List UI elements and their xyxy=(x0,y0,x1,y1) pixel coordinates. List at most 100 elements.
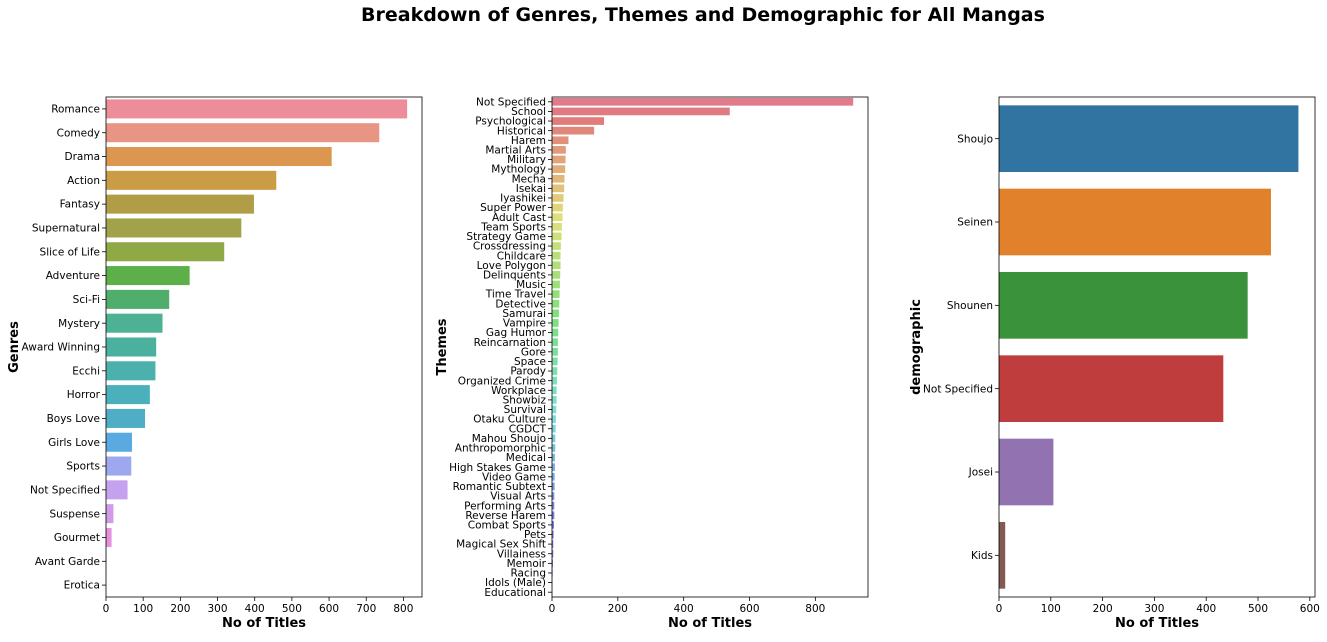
bar-delinquents xyxy=(552,271,560,279)
y-tick-label: Sports xyxy=(66,461,100,473)
bar-high-stakes-game xyxy=(552,463,555,471)
y-axis-label: demographic xyxy=(909,299,924,395)
bar-medical xyxy=(552,454,555,462)
bar-sports xyxy=(106,457,131,476)
y-axis-label: Genres xyxy=(7,321,22,373)
bar-award-winning xyxy=(106,337,156,356)
y-tick-label: Mystery xyxy=(58,318,100,330)
bar-childcare xyxy=(552,252,561,260)
y-tick-label: Adventure xyxy=(46,270,100,282)
bar-anthropomorphic xyxy=(552,444,555,452)
bar-strategy-game xyxy=(552,233,562,241)
x-tick-label: 700 xyxy=(356,603,376,615)
x-tick-label: 300 xyxy=(208,603,228,615)
y-tick-label: Shoujo xyxy=(957,133,993,145)
x-tick-label: 0 xyxy=(549,603,556,615)
x-tick-label: 200 xyxy=(170,603,190,615)
bar-military xyxy=(552,156,565,164)
bar-action xyxy=(106,171,276,190)
x-tick-label: 600 xyxy=(1300,603,1320,615)
bar-girls-love xyxy=(106,433,132,452)
bar-vampire xyxy=(552,319,559,327)
bar-sci-fi xyxy=(106,290,169,309)
bar-space xyxy=(552,358,558,366)
bar-music xyxy=(552,281,560,289)
bar-workplace xyxy=(552,386,557,394)
bar-parody xyxy=(552,367,557,375)
x-tick-label: 400 xyxy=(674,603,694,615)
y-tick-label: Fantasy xyxy=(60,199,100,211)
y-tick-label: Educational xyxy=(484,587,546,599)
bar-harem xyxy=(552,136,568,144)
bar-historical xyxy=(552,127,594,135)
bar-mecha xyxy=(552,175,565,183)
x-tick-label: 100 xyxy=(133,603,153,615)
y-tick-label: Gourmet xyxy=(54,532,100,544)
x-tick-label: 200 xyxy=(608,603,628,615)
bar-school xyxy=(552,108,730,116)
y-tick-label: Girls Love xyxy=(48,437,100,449)
bar-martial-arts xyxy=(552,146,566,154)
bar-psychological xyxy=(552,117,604,125)
bar-adventure xyxy=(106,266,190,285)
bar-gag-humor xyxy=(552,329,558,337)
bar-comedy xyxy=(106,123,379,142)
x-tick-label: 200 xyxy=(1093,603,1113,615)
y-tick-label: Shounen xyxy=(947,300,993,312)
bar-horror xyxy=(106,385,150,404)
bar-crossdressing xyxy=(552,242,561,250)
y-tick-label: Erotica xyxy=(64,580,100,592)
bar-not-specified xyxy=(999,355,1223,422)
x-tick-label: 0 xyxy=(996,603,1003,615)
bar-seinen xyxy=(999,189,1271,256)
bar-gore xyxy=(552,348,558,356)
bar-otaku-culture xyxy=(552,415,556,423)
bar-reincarnation xyxy=(552,338,558,346)
bar-isekai xyxy=(552,185,564,193)
bar-team-sports xyxy=(552,223,562,231)
bar-love-polygon xyxy=(552,261,561,269)
bar-suspense xyxy=(106,504,113,523)
y-tick-label: Seinen xyxy=(957,217,993,229)
bar-samurai xyxy=(552,310,559,318)
bar-not-specified xyxy=(106,480,128,499)
y-tick-label: Avant Garde xyxy=(35,556,100,568)
y-tick-label: Ecchi xyxy=(72,365,100,377)
x-tick-label: 300 xyxy=(1144,603,1164,615)
y-tick-label: Josei xyxy=(968,467,993,479)
bar-not-specified xyxy=(552,98,853,106)
bar-mystery xyxy=(106,314,163,333)
y-tick-label: Supernatural xyxy=(32,223,100,235)
y-tick-label: Action xyxy=(67,175,100,187)
bar-showbiz xyxy=(552,396,557,404)
figure-title: Breakdown of Genres, Themes and Demograp… xyxy=(0,4,1327,26)
panel-2: Not SpecifiedSchoolPsychologicalHistoric… xyxy=(435,96,868,631)
y-tick-label: Drama xyxy=(65,151,101,163)
x-tick-label: 0 xyxy=(103,603,110,615)
bar-boys-love xyxy=(106,409,145,428)
y-tick-label: Slice of Life xyxy=(40,246,100,258)
x-tick-label: 500 xyxy=(1248,603,1268,615)
bar-romance xyxy=(106,99,407,118)
bar-organized-crime xyxy=(552,377,557,385)
bar-fantasy xyxy=(106,195,254,214)
x-tick-label: 400 xyxy=(1196,603,1216,615)
y-tick-label: Horror xyxy=(67,389,101,401)
bar-supernatural xyxy=(106,218,241,237)
bar-super-power xyxy=(552,204,563,212)
bar-shoujo xyxy=(999,105,1298,172)
bar-adult-cast xyxy=(552,213,563,221)
x-tick-label: 800 xyxy=(805,603,825,615)
x-axis-label: No of Titles xyxy=(222,616,306,631)
x-tick-label: 400 xyxy=(245,603,265,615)
y-tick-label: Boys Love xyxy=(47,413,100,425)
bar-cgdct xyxy=(552,425,556,433)
y-tick-label: Award Winning xyxy=(21,342,100,354)
y-tick-label: Comedy xyxy=(57,127,100,139)
y-tick-label: Sci-Fi xyxy=(73,294,100,306)
y-tick-label: Not Specified xyxy=(30,484,100,496)
x-tick-label: 600 xyxy=(319,603,339,615)
bar-slice-of-life xyxy=(106,242,224,261)
y-tick-label: Not Specified xyxy=(923,383,993,395)
